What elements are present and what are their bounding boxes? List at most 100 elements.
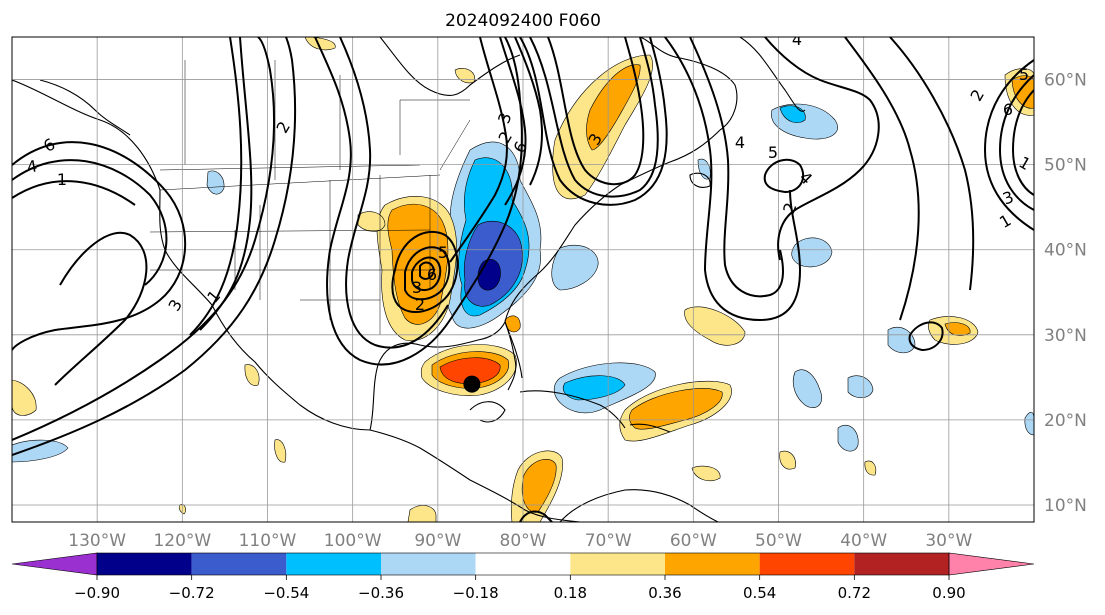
positive-anomaly-small-5 [864, 460, 877, 476]
coast-canada-east [639, 37, 738, 131]
colorbar-tick-label: 0.18 [554, 584, 587, 602]
contour-18 [519, 37, 668, 206]
storm-center-marker [463, 375, 481, 393]
colorbar-tick-label: −0.90 [74, 584, 120, 602]
positive-anomaly-small-3 [274, 439, 287, 463]
colorbar-tick-label: 0.36 [648, 584, 681, 602]
negative-anomaly-canada-w [206, 170, 225, 195]
colorbar-segment [759, 553, 855, 575]
latitude-label: 50°N [1044, 156, 1087, 176]
negative-anomaly-carolina [551, 244, 599, 291]
latitude-labels: 60°N 50°N 40°N 30°N 20°N 10°N [1044, 71, 1087, 516]
colorbar-tick-label: 0.90 [932, 584, 965, 602]
contour-31 [519, 510, 553, 522]
coast-central-america [369, 429, 581, 522]
figure-title: 2024092400 F060 [445, 11, 601, 31]
colorbar-segment [191, 553, 287, 575]
contour-value-label: 5 [1019, 65, 1029, 84]
longitude-label: 70°W [585, 531, 632, 551]
contour-30 [1011, 89, 1034, 196]
contour-value-label: 5 [768, 143, 778, 162]
contour-23 [764, 37, 880, 261]
contour-value-label: 4 [792, 30, 802, 49]
contour-3 [12, 180, 136, 206]
latitude-label: 40°N [1044, 241, 1087, 261]
contour-22 [689, 37, 784, 298]
contour-27 [908, 321, 944, 352]
contour-lines [12, 37, 1034, 522]
latitude-label: 30°N [1044, 326, 1087, 346]
contour-28 [983, 59, 1034, 231]
contour-14 [419, 261, 436, 280]
coast-alaska [39, 79, 131, 136]
contour-29 [998, 74, 1034, 211]
contour-13 [411, 256, 442, 291]
colorbar-segment [97, 553, 192, 575]
negative-anomaly-atlantic-1 [791, 237, 833, 268]
negative-anomaly-atlantic-5 [837, 424, 859, 452]
longitude-label: 110°W [239, 531, 297, 551]
colorbar-tick-label: −0.36 [358, 584, 404, 602]
contour-9 [314, 37, 523, 366]
shaded-field [12, 37, 1034, 522]
contour-value-label: 4 [735, 133, 745, 152]
contour-value-label: 6 [1003, 100, 1013, 119]
longitude-label: 100°W [324, 531, 382, 551]
colorbar-tick-label: 0.54 [743, 584, 776, 602]
positive-anomaly-gulf-max [439, 357, 501, 385]
longitude-label: 40°W [840, 531, 887, 551]
coast-greenland [739, 37, 806, 112]
contour-value-label: 3 [412, 278, 422, 297]
colorbar-segment [665, 553, 760, 575]
positive-anomaly-labrador-core [586, 64, 641, 151]
map-gridlines [12, 37, 1034, 522]
coast-hispaniola [629, 423, 671, 433]
contour-16 [499, 37, 527, 206]
contour-19 [529, 37, 659, 198]
contour-4 [54, 231, 148, 386]
coast-east-us [504, 129, 721, 323]
latitude-label: 20°N [1044, 411, 1087, 431]
negative-anomaly-atlantic-4 [887, 326, 916, 354]
contour-6 [12, 37, 297, 456]
coast-newfoundland [689, 172, 711, 188]
longitude-labels: 130°W 120°W 110°W 100°W 90°W 80°W 70°W 60°W 50°W… [68, 531, 972, 551]
positive-anomaly-central-us-core [387, 203, 449, 325]
contour-value-label: 1 [57, 170, 67, 189]
coast-hudson [379, 37, 521, 96]
positive-anomaly-small-sw [357, 211, 386, 232]
contour-value-label: 2 [415, 295, 425, 314]
positive-anomaly-small-4 [407, 505, 437, 522]
contour-1 [12, 141, 186, 351]
longitude-label: 30°W [925, 531, 972, 551]
coast-south-america [559, 489, 719, 522]
longitude-label: 60°W [670, 531, 717, 551]
colorbar-segment [286, 553, 381, 575]
positive-anomaly-mexico-w [244, 364, 260, 386]
colorbar-segment [570, 553, 665, 575]
colorbar-segment [381, 553, 476, 575]
contour-12 [404, 246, 451, 301]
longitude-label: 120°W [153, 531, 211, 551]
colorbar-tick-label: −0.72 [169, 584, 215, 602]
latitude-label: 10°N [1044, 496, 1087, 516]
negative-anomaly-atlantic-3 [847, 375, 874, 399]
contour-value-label: 4 [25, 156, 38, 176]
positive-anomaly-east-core [944, 322, 971, 336]
contour-value-label: 5 [438, 243, 448, 262]
colorbar-segment [475, 553, 571, 575]
negative-anomaly-pacific [12, 439, 69, 463]
positive-anomaly-small-2 [691, 465, 721, 481]
contour-11 [391, 230, 459, 313]
colorbar-tick-label: −0.18 [453, 584, 499, 602]
colorbar-extend-low [11, 552, 98, 576]
colorbar [11, 552, 1035, 576]
colorbar-extend-high [948, 552, 1035, 576]
positive-anomaly-pacific [12, 379, 37, 416]
coast-florida [504, 321, 523, 379]
contour-25 [844, 37, 920, 321]
negative-anomaly-far-east [1024, 411, 1034, 436]
positive-anomaly-sa-core [521, 458, 557, 513]
contour-26 [889, 37, 975, 291]
longitude-label: 90°W [414, 531, 461, 551]
